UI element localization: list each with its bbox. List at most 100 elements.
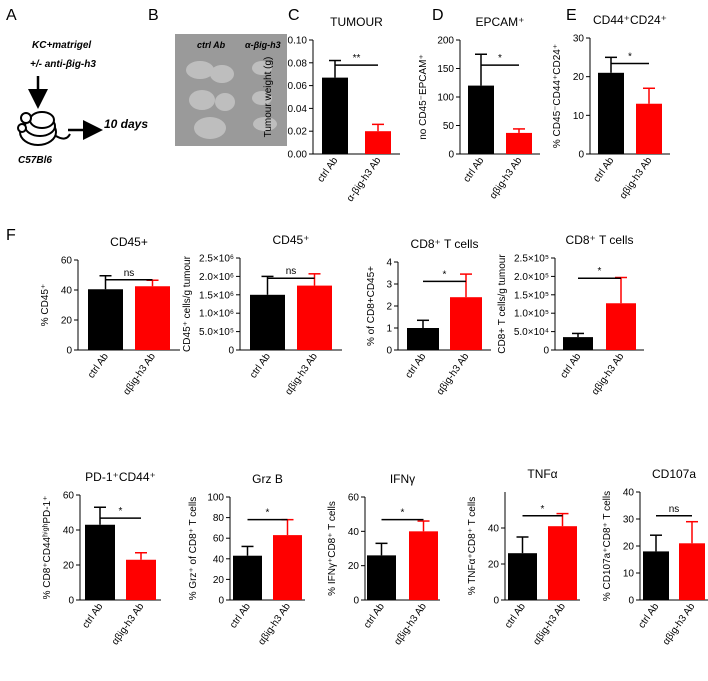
y-axis-label: no CD45⁻EPCAM⁺: [418, 54, 429, 140]
bar: [598, 72, 624, 154]
y-tick-label: 40: [348, 527, 360, 538]
x-tick-label: αβig-h3 Ab: [392, 601, 429, 647]
y-tick-label: 60: [348, 493, 360, 504]
bar: [409, 531, 438, 600]
y-tick-label: 10: [573, 111, 585, 122]
strain: C57Bl6: [18, 155, 52, 166]
y-tick-label: 0.02: [288, 127, 308, 138]
chart-title: IFNγ: [390, 472, 415, 486]
y-tick-label: 0: [493, 596, 499, 607]
y-tick-label: 2.0×10⁶: [199, 272, 234, 283]
chart-title: CD44⁺CD24⁺: [593, 13, 667, 27]
x-tick-label: ctrl Ab: [81, 601, 106, 630]
y-tick-label: 1.5×10⁶: [199, 290, 234, 301]
y-tick-label: 40: [488, 524, 500, 535]
y-axis-label: CD45⁺ cells/g tumour: [182, 255, 193, 352]
y-tick-label: 5.0×10⁴: [514, 327, 549, 338]
y-tick-label: 2: [386, 302, 392, 313]
x-tick-label: αβig-h3 Ab: [661, 601, 698, 647]
duration: 10 days: [104, 117, 148, 131]
bar: [606, 303, 636, 350]
significance: *: [541, 504, 545, 515]
x-tick-label: αβig-h3 Ab: [121, 351, 158, 397]
y-tick-label: 1: [386, 324, 392, 335]
significance: *: [498, 53, 502, 64]
chart-title: CD8⁺ T cells: [566, 233, 634, 247]
significance: ns: [669, 504, 680, 515]
bar: [233, 555, 262, 600]
y-tick-label: 2.0×10⁵: [514, 272, 549, 283]
y-tick-label: 2.5×10⁶: [199, 254, 234, 265]
bar: [365, 131, 391, 154]
y-tick-label: 0: [68, 596, 74, 607]
y-axis-label: Tumour weight (g): [263, 57, 274, 138]
y-tick-label: 0.04: [288, 104, 308, 115]
y-tick-label: 1.5×10⁵: [514, 290, 549, 301]
y-tick-label: 100: [437, 93, 454, 104]
x-tick-label: ctrl Ab: [404, 351, 429, 380]
x-tick-label: α-βig-h3 Ab: [345, 155, 384, 204]
x-tick-label: ctrl Ab: [592, 155, 617, 184]
y-tick-label: 0: [543, 346, 549, 357]
panel-letter: B: [148, 7, 159, 24]
chart-title: PD-1⁺CD44⁺: [85, 470, 156, 484]
panel-letter: F: [6, 227, 16, 244]
x-tick-label: ctrl Ab: [362, 601, 387, 630]
y-tick-label: 0: [628, 596, 634, 607]
y-axis-label: CD8+ T cells/g tumour: [497, 254, 508, 354]
y-tick-label: 20: [213, 575, 225, 586]
y-tick-label: 20: [63, 561, 75, 572]
bar: [250, 294, 285, 350]
x-tick-label: αβig-h3 Ab: [256, 601, 293, 647]
y-tick-label: 0: [578, 150, 584, 161]
chart-title: CD107a: [652, 467, 696, 481]
x-tick-label: ctrl Ab: [228, 601, 253, 630]
bar: [297, 285, 332, 350]
y-tick-label: 50: [443, 121, 455, 132]
mouse-icon: [17, 111, 71, 146]
x-tick-label: αβig-h3 Ab: [283, 351, 320, 397]
x-tick-label: αβig-h3 Ab: [435, 351, 472, 397]
bar: [126, 559, 156, 600]
y-axis-label: % TNFα⁺CD8⁺ T cells: [467, 497, 478, 596]
y-tick-label: 40: [213, 554, 225, 565]
y-tick-label: 0.10: [288, 36, 308, 47]
significance: *: [628, 52, 632, 63]
significance: **: [353, 53, 361, 64]
chart-title: TNFα: [527, 467, 557, 481]
bar: [85, 524, 115, 600]
x-tick-label: αβig-h3 Ab: [531, 601, 568, 647]
y-tick-label: 60: [213, 534, 225, 545]
y-tick-label: 0.08: [288, 58, 308, 69]
x-tick-label: ctrl Ab: [559, 351, 584, 380]
y-tick-label: 20: [573, 72, 585, 83]
y-tick-label: 10: [623, 569, 635, 580]
y-tick-label: 5.0×10⁵: [199, 327, 234, 338]
bar: [322, 77, 348, 154]
panel-letter: A: [6, 7, 17, 24]
significance: *: [598, 266, 602, 277]
y-tick-label: 30: [573, 34, 585, 45]
significance: *: [266, 508, 270, 519]
x-tick-label: αβig-h3 Ab: [618, 155, 655, 201]
y-tick-label: 80: [213, 513, 225, 524]
x-tick-label: αβig-h3 Ab: [110, 601, 147, 647]
treatment: +/- anti-βig-h3: [30, 59, 96, 70]
bar: [508, 553, 537, 600]
panel-letter: C: [288, 7, 300, 24]
y-tick-label: 0: [448, 150, 454, 161]
y-tick-label: 4: [386, 258, 392, 269]
y-tick-label: 0: [228, 346, 234, 357]
y-tick-label: 150: [437, 64, 454, 75]
y-axis-label: % CD8⁺CD44ʰⁱᵍʰPD-1⁺: [42, 496, 53, 600]
chart-title: EPCAM⁺: [475, 15, 524, 29]
treatment: KC+matrigel: [32, 40, 91, 51]
y-tick-label: 40: [63, 526, 75, 537]
bar: [88, 289, 123, 350]
significance: *: [443, 269, 447, 280]
y-tick-label: 40: [61, 286, 73, 297]
y-tick-label: 2.5×10⁵: [514, 254, 549, 265]
chart-title: CD45⁺: [272, 233, 309, 247]
x-tick-label: ctrl Ab: [248, 351, 273, 380]
y-tick-label: 40: [623, 488, 635, 499]
